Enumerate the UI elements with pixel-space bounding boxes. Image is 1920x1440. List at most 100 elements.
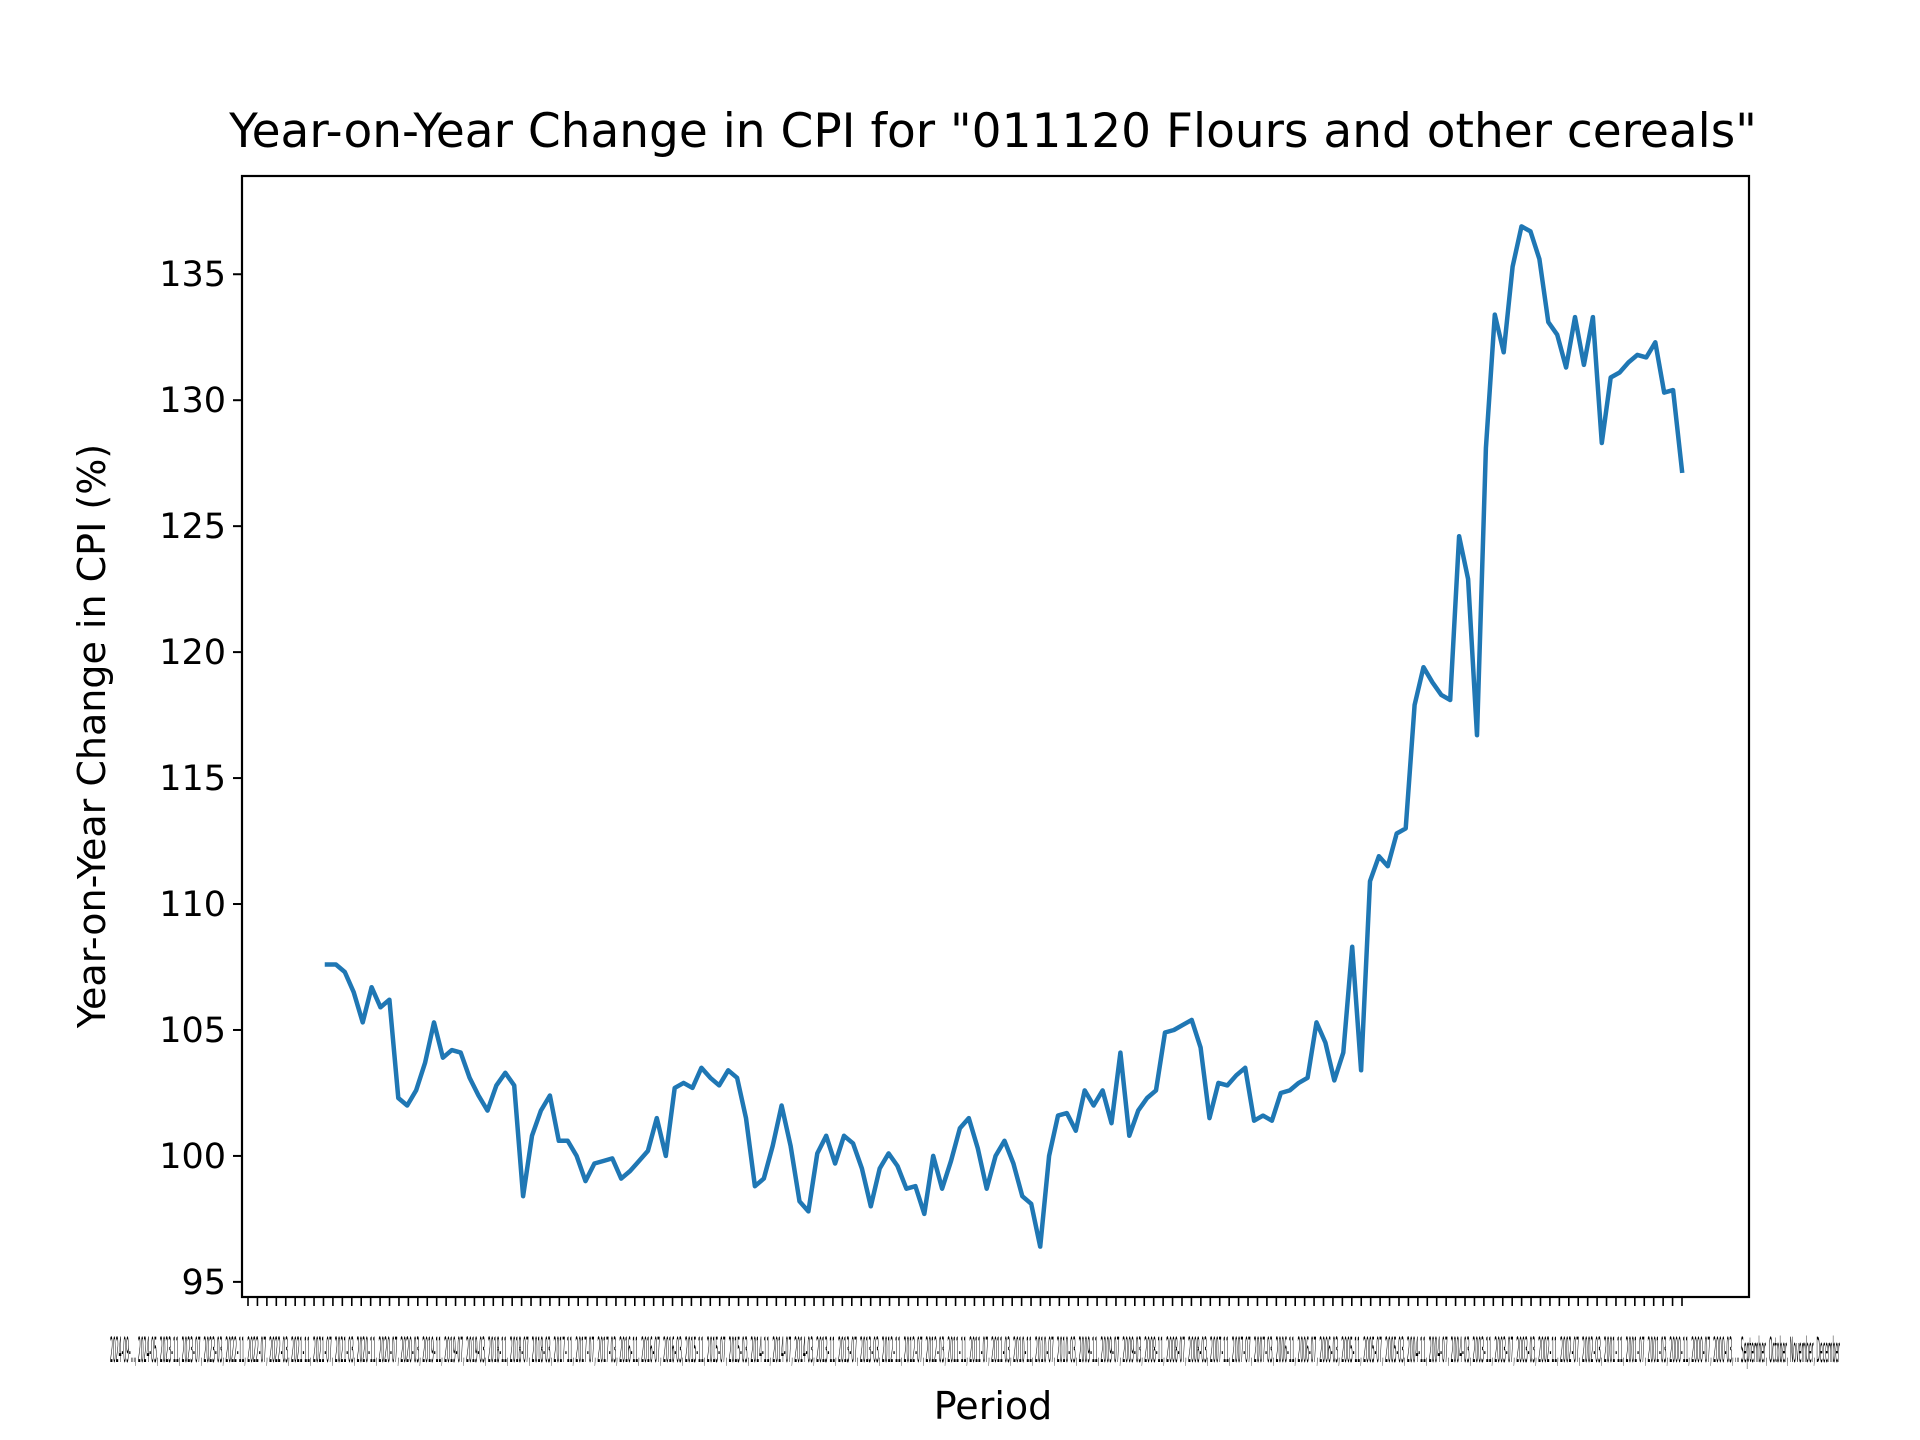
data-point xyxy=(1154,1088,1158,1092)
data-point xyxy=(503,1071,507,1075)
data-point xyxy=(1653,340,1657,344)
data-point xyxy=(1457,534,1461,538)
data-point xyxy=(1529,229,1533,233)
data-point xyxy=(619,1177,623,1181)
data-point xyxy=(1627,360,1631,364)
data-point xyxy=(530,1134,534,1138)
data-point xyxy=(717,1083,721,1087)
data-point xyxy=(1011,1162,1015,1166)
data-point xyxy=(575,1154,579,1158)
data-point xyxy=(780,1104,784,1108)
data-point xyxy=(486,1109,490,1113)
data-point xyxy=(1475,733,1479,737)
data-point xyxy=(887,1151,891,1155)
data-point xyxy=(896,1164,900,1168)
data-point xyxy=(904,1187,908,1191)
data-point xyxy=(708,1076,712,1080)
y-tick-label: 105 xyxy=(159,1011,226,1051)
data-point xyxy=(1341,1051,1345,1055)
data-point xyxy=(833,1162,837,1166)
data-point xyxy=(1511,265,1515,269)
data-point xyxy=(1038,1245,1042,1249)
data-point xyxy=(753,1184,757,1188)
data-point xyxy=(1306,1076,1310,1080)
data-point xyxy=(1190,1018,1194,1022)
data-point xyxy=(1609,376,1613,380)
data-point xyxy=(1056,1114,1060,1118)
plot-frame xyxy=(240,174,1751,1299)
data-point xyxy=(931,1154,935,1158)
data-point xyxy=(1680,469,1684,473)
data-point xyxy=(387,998,391,1002)
data-point xyxy=(726,1068,730,1072)
y-tick-label: 135 xyxy=(159,255,226,295)
data-point xyxy=(521,1194,525,1198)
series-line xyxy=(324,224,1685,1249)
data-point xyxy=(566,1139,570,1143)
data-point xyxy=(494,1083,498,1087)
data-point xyxy=(985,1187,989,1191)
data-point xyxy=(1288,1088,1292,1092)
data-point xyxy=(1618,371,1622,375)
y-axis-label: Year-on-Year Change in CPI (%) xyxy=(70,444,114,1029)
data-point xyxy=(1252,1119,1256,1123)
x-axis-label: Period xyxy=(934,1384,1053,1428)
data-point xyxy=(1413,703,1417,707)
data-point xyxy=(1662,391,1666,395)
data-point xyxy=(1047,1154,1051,1158)
data-point xyxy=(1573,315,1577,319)
data-point xyxy=(949,1159,953,1163)
data-point xyxy=(869,1204,873,1208)
data-point xyxy=(1422,665,1426,669)
data-point xyxy=(379,1005,383,1009)
data-point xyxy=(1332,1078,1336,1082)
data-point xyxy=(1520,224,1524,228)
data-point xyxy=(1092,1104,1096,1108)
data-point xyxy=(1484,446,1488,450)
data-point xyxy=(1564,366,1568,370)
data-point xyxy=(958,1126,962,1130)
data-point xyxy=(1350,945,1354,949)
data-point xyxy=(1377,854,1381,858)
data-point xyxy=(744,1116,748,1120)
data-point xyxy=(1502,350,1506,354)
data-point xyxy=(860,1167,864,1171)
data-point xyxy=(1466,577,1470,581)
data-point xyxy=(370,985,374,989)
data-point xyxy=(557,1139,561,1143)
y-tick-label: 100 xyxy=(159,1137,226,1177)
data-point xyxy=(1003,1139,1007,1143)
data-point xyxy=(806,1209,810,1213)
data-point xyxy=(1083,1088,1087,1092)
data-point xyxy=(601,1159,605,1163)
y-tick-label: 130 xyxy=(159,381,226,421)
data-point xyxy=(655,1116,659,1120)
data-point xyxy=(628,1169,632,1173)
data-point xyxy=(1020,1194,1024,1198)
data-point xyxy=(913,1184,917,1188)
data-point xyxy=(1261,1114,1265,1118)
data-point xyxy=(1118,1051,1122,1055)
data-point xyxy=(646,1149,650,1153)
data-point xyxy=(922,1212,926,1216)
data-point xyxy=(1359,1068,1363,1072)
data-point xyxy=(842,1134,846,1138)
y-tick-label: 95 xyxy=(181,1263,226,1303)
data-point xyxy=(1644,355,1648,359)
x-tick-labels: 2024-09-..., 2024-05, 2023-11, 2023-07, … xyxy=(110,1331,1840,1371)
data-point xyxy=(1243,1066,1247,1070)
data-point xyxy=(610,1156,614,1160)
y-axis-ticks: 95 100 105 110 115 120 125 130 135 xyxy=(159,255,242,1303)
data-point xyxy=(405,1104,409,1108)
data-point xyxy=(352,990,356,994)
data-point xyxy=(548,1094,552,1098)
data-point xyxy=(592,1162,596,1166)
data-point xyxy=(735,1076,739,1080)
data-point xyxy=(325,963,329,967)
data-point xyxy=(1065,1111,1069,1115)
data-point xyxy=(1537,257,1541,261)
data-point xyxy=(1127,1134,1131,1138)
data-point xyxy=(664,1154,668,1158)
